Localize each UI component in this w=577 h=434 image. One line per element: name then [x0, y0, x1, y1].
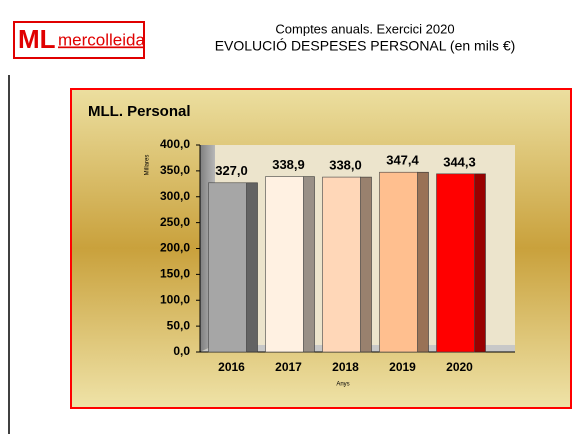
y-tick-label: 250,0: [160, 215, 190, 229]
y-tick-label: 100,0: [160, 292, 190, 306]
bar: [265, 176, 304, 353]
y-tick-label: 0,0: [173, 344, 190, 358]
bar-side-shade: [303, 176, 315, 352]
bar: [208, 182, 247, 353]
bar: [322, 176, 361, 353]
logo-mark: ML: [18, 24, 56, 54]
bar-side-shade: [474, 173, 486, 352]
y-axis-label: Millares: [145, 155, 151, 176]
bar: [436, 173, 475, 353]
bar-side-shade: [360, 177, 372, 352]
x-tick-label: 2019: [389, 360, 416, 374]
logo-name: mercolleida: [58, 30, 145, 49]
bar-side-shade: [417, 172, 429, 352]
x-tick-label: 2020: [446, 360, 473, 374]
y-tick-label: 400,0: [160, 137, 190, 151]
value-label: 347,4: [386, 153, 419, 168]
y-tick-label: 300,0: [160, 189, 190, 203]
value-label: 344,3: [443, 154, 476, 169]
bar: [379, 171, 418, 353]
chart-title: MLL. Personal: [88, 103, 191, 120]
y-tick-label: 200,0: [160, 241, 190, 255]
x-tick-label: 2018: [332, 360, 359, 374]
logo: ML mercolleida: [13, 21, 145, 59]
logo-box: [13, 21, 145, 59]
value-label: 338,9: [272, 157, 305, 172]
x-axis-label: Anys: [336, 382, 349, 388]
value-label: 338,0: [329, 158, 362, 173]
y-tick-label: 150,0: [160, 267, 190, 281]
value-label: 327,0: [215, 163, 248, 178]
x-tick-label: 2017: [275, 360, 302, 374]
header-title: EVOLUCIÓ DESPESES PERSONAL (en mils €): [215, 38, 516, 54]
bar-side-shade: [246, 182, 258, 352]
y-tick-label: 50,0: [167, 318, 191, 332]
header-line: Comptes anuals. Exercici 2020: [275, 21, 454, 36]
x-tick-label: 2016: [218, 360, 245, 374]
y-tick-label: 350,0: [160, 163, 190, 177]
